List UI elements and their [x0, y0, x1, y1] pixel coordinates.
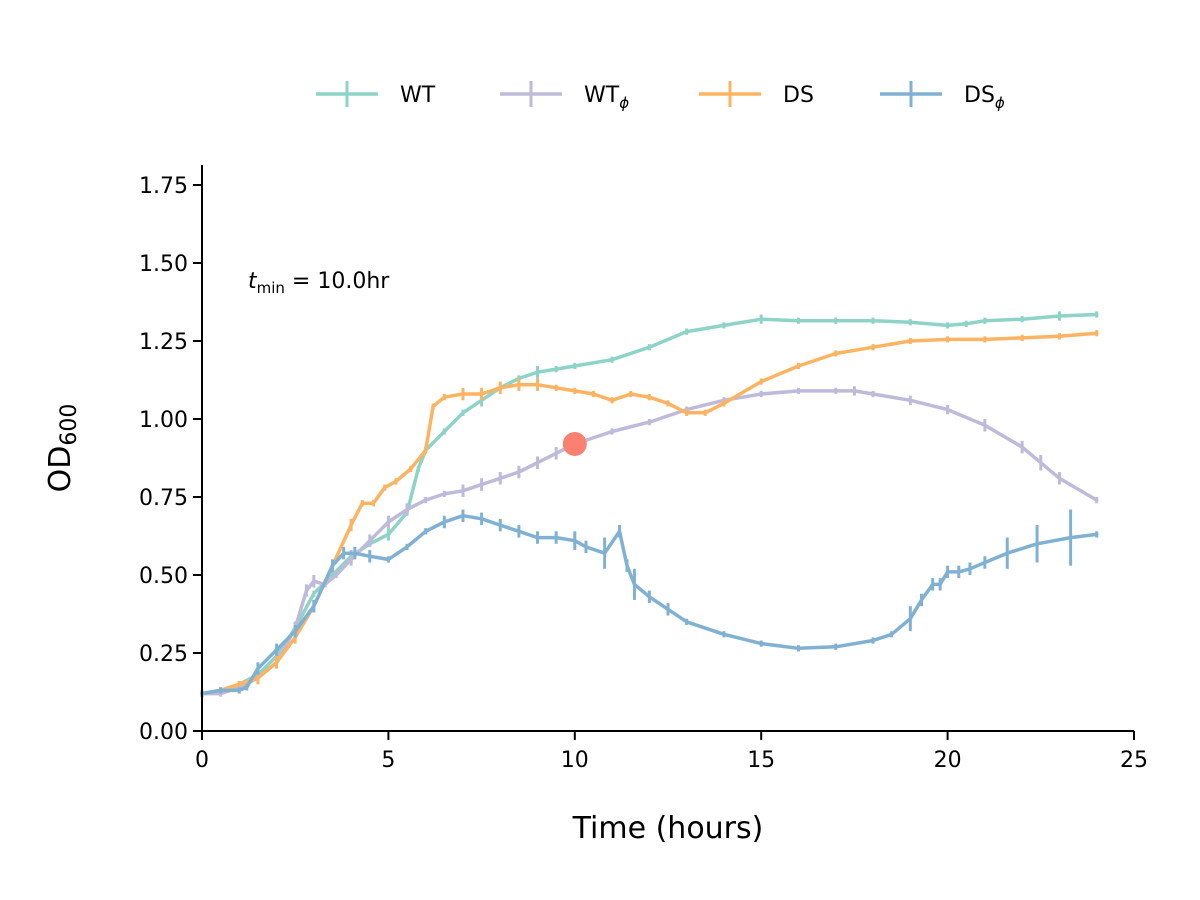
x-axis-label: Time (hours)	[572, 811, 764, 846]
legend-label-main: DS	[783, 83, 814, 108]
marker-layer	[562, 431, 587, 456]
x-tick-label: 10	[561, 748, 589, 773]
series-wt-phi	[200, 386, 1099, 697]
y-tick-label: 1.50	[139, 252, 188, 277]
x-tick-label: 15	[747, 748, 775, 773]
annotation-sub: min	[257, 279, 285, 297]
y-axis-label-main: OD	[43, 446, 78, 493]
y-ticks: 0.00 0.25 0.50 0.75 1.00 1.25 1.50 1.75	[139, 174, 202, 745]
legend-item: WT	[316, 81, 436, 108]
legend: WT WTϕ DS DSϕ	[316, 81, 1005, 112]
legend-label-main: WT	[584, 83, 620, 108]
legend-label: WTϕ	[584, 83, 629, 112]
series-line	[200, 513, 1099, 696]
legend-label: WT	[400, 83, 436, 108]
axes: 0 5 10 15 20 25 0.00 0.25 0.50 0.75 1.00 1.25 1.50 1…	[139, 165, 1148, 773]
annotation-rest: = 10.0hr	[285, 269, 390, 294]
y-axis-label: OD600	[43, 404, 82, 493]
legend-label-main: WT	[400, 83, 436, 108]
svg-text:tmin = 10.0hr: tmin = 10.0hr	[248, 269, 390, 297]
y-tick-label: 1.00	[139, 408, 188, 433]
y-tick-label: 1.25	[139, 330, 188, 355]
x-tick-label: 0	[195, 748, 209, 773]
annotation-tmin: tmin = 10.0hr	[248, 269, 390, 297]
x-tick-label: 20	[934, 748, 962, 773]
series-layer	[200, 311, 1099, 697]
series-line	[200, 331, 1099, 696]
legend-label-sub: ϕ	[619, 94, 629, 112]
legend-label: DSϕ	[964, 83, 1005, 112]
series-line	[200, 312, 1099, 696]
series-line	[200, 389, 1099, 696]
x-tick-label: 25	[1120, 748, 1148, 773]
x-ticks: 0 5 10 15 20 25	[195, 731, 1148, 773]
y-tick-label: 1.75	[139, 174, 188, 199]
legend-label: DS	[783, 83, 814, 108]
legend-item: DSϕ	[880, 81, 1005, 112]
x-tick-label: 5	[381, 748, 395, 773]
series-wt	[200, 311, 1099, 697]
series-ds-phi	[200, 509, 1099, 697]
tmin-marker-point	[562, 431, 587, 456]
legend-label-main: DS	[964, 83, 995, 108]
series-ds	[200, 330, 1099, 697]
legend-label-sub: ϕ	[995, 94, 1005, 112]
y-tick-label: 0.00	[139, 720, 188, 745]
y-tick-label: 0.50	[139, 564, 188, 589]
y-tick-label: 0.25	[139, 642, 188, 667]
legend-item: WTϕ	[500, 81, 629, 112]
y-tick-label: 0.75	[139, 486, 188, 511]
annotation-var: t	[248, 269, 258, 294]
legend-item: DS	[699, 81, 814, 108]
y-axis-label-sub: 600	[57, 404, 82, 446]
